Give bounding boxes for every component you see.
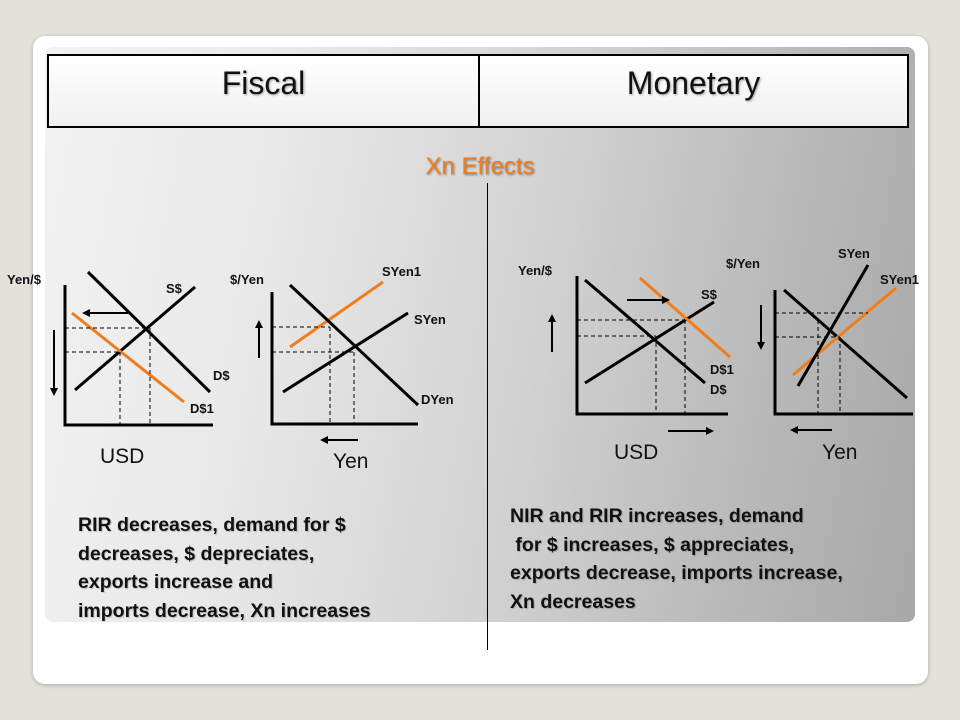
fiscal-usd-x-label: USD [100,445,144,468]
fiscal-yen-graph: $/Yen SYen1 SYen DYen Yen [230,264,454,473]
fiscal-line: imports decrease, Xn increases [78,599,371,622]
monetary-usd-supply-label: S$ [701,287,718,302]
monetary-yen-supply-label: SYen [838,246,870,261]
monetary-usd-supply-line [584,300,715,385]
fiscal-usd-supply-line [74,285,196,392]
monetary-usd-demand-line [584,278,706,385]
fiscal-usd-axes [63,285,213,427]
monetary-explanation: NIR and RIR increases, demand for $ incr… [510,502,920,616]
fiscal-yen-supply-label: SYen [414,312,446,327]
monetary-usd-demand-label: D$ [710,382,727,397]
monetary-yen-supply-new-label: SYen1 [880,272,919,287]
monetary-yen-x-label: Yen [822,441,857,464]
monetary-yen-graph: $/Yen SYen SYen1 Yen [726,246,919,464]
fiscal-usd-graph: Yen/$ S$ D$ D$1 USD [7,270,230,468]
column-divider [487,183,488,650]
monetary-usd-demand-new-label: D$1 [710,362,734,377]
fiscal-yen-demand-label: DYen [421,392,454,407]
header-fiscal: Fiscal [47,54,480,128]
fiscal-usd-supply-label: S$ [166,281,183,296]
fiscal-yen-supply-new-line [289,280,384,349]
fiscal-usd-y-label: Yen/$ [7,272,42,287]
monetary-yen-supply-new-line [792,286,897,377]
fiscal-yen-x-label: Yen [333,450,368,473]
fiscal-yen-y-label: $/Yen [230,272,264,287]
fiscal-yen-demand-line [288,283,420,407]
monetary-line: Xn decreases [510,590,636,613]
fiscal-usd-demand-new-line [71,311,185,404]
header-monetary: Monetary [478,54,909,128]
fiscal-usd-demand-line [86,270,212,394]
monetary-line: for $ increases, $ appreciates, [510,533,794,556]
monetary-usd-graph: Yen/$ S$ D$1 D$ USD [518,263,734,464]
monetary-yen-y-label: $/Yen [726,256,760,271]
monetary-line: exports decrease, imports increase, [510,562,843,584]
fiscal-line: RIR decreases, demand for $ [78,514,346,536]
monetary-yen-axes [773,290,913,416]
page-title: Xn Effects [425,153,535,180]
monetary-line: NIR and RIR increases, demand [510,505,804,527]
monetary-usd-y-label: Yen/$ [518,263,553,278]
monetary-usd-demand-new-line [639,276,731,359]
fiscal-explanation: RIR decreases, demand for $ decreases, $… [78,511,478,625]
monetary-yen-supply-line [783,288,908,400]
monetary-usd-x-label: USD [614,441,658,464]
fiscal-usd-demand-new-label: D$1 [190,401,214,416]
fiscal-yen-supply-new-label: SYen1 [382,264,421,279]
fiscal-line: decreases, $ depreciates, [78,542,315,565]
fiscal-line: exports increase and [78,571,274,593]
fiscal-yen-axes [270,292,418,426]
monetary-usd-axes [575,276,728,416]
monetary-yen-demand-line [796,264,870,387]
fiscal-usd-demand-label: D$ [213,368,230,383]
slide-panel [45,47,915,622]
